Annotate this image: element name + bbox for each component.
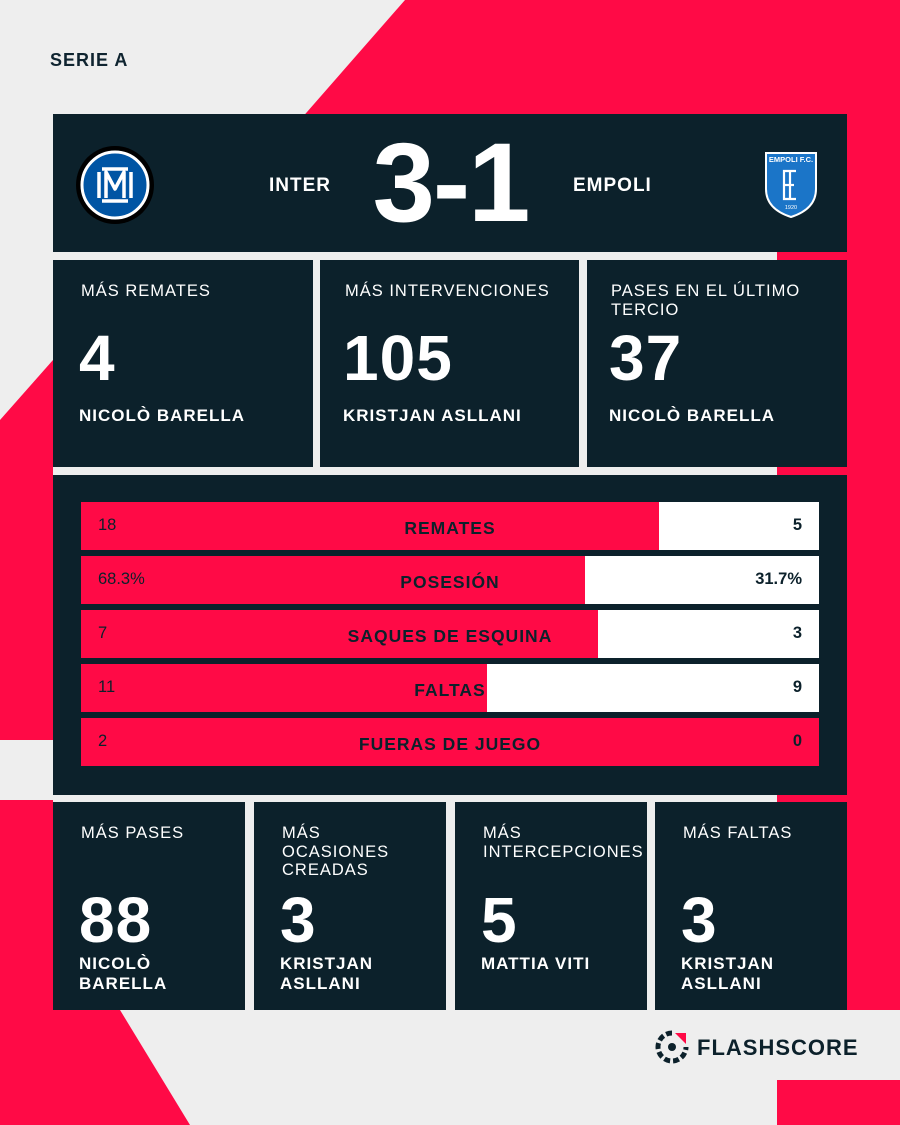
stat-value: 3: [681, 884, 718, 956]
away-stat-value: 0: [792, 732, 802, 750]
stat-label: MÁS PASES: [81, 824, 185, 842]
stat-value: 5: [481, 884, 518, 956]
home-team-name: INTER: [269, 175, 331, 196]
stat-bar-label: REMATES: [404, 518, 496, 538]
bottom-stat-card: MÁS PASES 88 NICOLÒ BARELLA: [53, 802, 245, 1010]
home-stat-value: 2: [98, 732, 108, 750]
match-header: INTER 3-1 EMPOLI EMPOLI F.C. 1920: [53, 114, 847, 252]
stat-label: MÁS REMATES: [81, 282, 211, 300]
home-share-bar: [81, 718, 819, 766]
stat-bar-row: 2 FUERAS DE JUEGO 0: [81, 718, 819, 766]
stat-value: 105: [343, 322, 453, 394]
brand-name: FLASHSCORE: [697, 1035, 859, 1060]
stat-value: 37: [609, 322, 683, 394]
stat-player: KRISTJAN ASLLANI: [681, 954, 775, 993]
away-stat-value: 3: [792, 624, 802, 642]
stat-player: KRISTJAN ASLLANI: [343, 406, 522, 425]
stat-player: MATTIA VITI: [481, 954, 591, 973]
bottom-stat-card: MÁS INTERCEPCIONES 5 MATTIA VITI: [455, 802, 647, 1010]
stat-value: 4: [79, 322, 116, 394]
home-stat-value: 11: [98, 678, 116, 696]
top-stat-card: PASES EN EL ÚLTIMO TERCIO 37 NICOLÒ BARE…: [587, 260, 847, 467]
stat-label: MÁS OCASIONES CREADAS: [282, 824, 390, 879]
home-share-bar: [81, 502, 659, 550]
away-team-name: EMPOLI: [573, 175, 652, 196]
inter-crest-icon: [76, 146, 154, 224]
flashscore-brand: FLASHSCORE: [655, 1030, 858, 1064]
away-stat-value: 31.7%: [755, 570, 802, 588]
stat-player: NICOLÒ BARELLA: [79, 954, 168, 993]
bottom-stat-card: MÁS FALTAS 3 KRISTJAN ASLLANI: [655, 802, 847, 1010]
empoli-crest-year: 1920: [785, 205, 797, 211]
flashscore-logo-icon: [655, 1030, 689, 1064]
stat-bar-row: 18 REMATES 5: [81, 502, 819, 550]
home-stat-value: 7: [98, 624, 108, 642]
home-share-bar: [81, 556, 586, 604]
stat-label: MÁS FALTAS: [683, 824, 793, 842]
away-stat-value: 9: [792, 678, 802, 696]
stat-label: PASES EN EL ÚLTIMO TERCIO: [611, 282, 801, 319]
stat-bar-row: 11 FALTAS 9: [81, 664, 819, 712]
empoli-crest-text: EMPOLI F.C.: [769, 155, 813, 164]
stat-value: 88: [79, 884, 153, 956]
stat-player: KRISTJAN ASLLANI: [280, 954, 374, 993]
away-stat-value: 5: [792, 516, 802, 534]
top-stat-card: MÁS REMATES 4 NICOLÒ BARELLA: [53, 260, 313, 467]
stat-player: NICOLÒ BARELLA: [79, 406, 246, 425]
home-share-bar: [81, 610, 598, 658]
stat-bar-row: 68.3% POSESIÓN 31.7%: [81, 556, 819, 604]
league-title: SERIE A: [50, 50, 129, 70]
home-stat-value: 18: [98, 516, 117, 534]
team-stats-panel: 18 REMATES 5 68.3% POSESIÓN 31.7% 7 SAQU…: [53, 475, 847, 795]
stat-bar-label: POSESIÓN: [400, 572, 500, 592]
bottom-stat-card: MÁS OCASIONES CREADAS 3 KRISTJAN ASLLANI: [254, 802, 446, 1010]
stat-player: NICOLÒ BARELLA: [609, 406, 776, 425]
match-score: 3-1: [372, 120, 531, 245]
home-stat-value: 68.3%: [98, 570, 145, 588]
stat-bar-label: FUERAS DE JUEGO: [358, 734, 542, 754]
home-share-bar: [81, 664, 487, 712]
stat-bar-label: FALTAS: [414, 680, 486, 700]
top-stat-card: MÁS INTERVENCIONES 105 KRISTJAN ASLLANI: [320, 260, 579, 467]
stat-value: 3: [280, 884, 317, 956]
empoli-crest-icon: EMPOLI F.C. 1920: [765, 152, 817, 219]
stat-bar-label: SAQUES DE ESQUINA: [347, 626, 553, 646]
stat-label: MÁS INTERVENCIONES: [345, 282, 550, 300]
stat-label: MÁS INTERCEPCIONES: [483, 824, 644, 861]
stat-bar-row: 7 SAQUES DE ESQUINA 3: [81, 610, 819, 658]
